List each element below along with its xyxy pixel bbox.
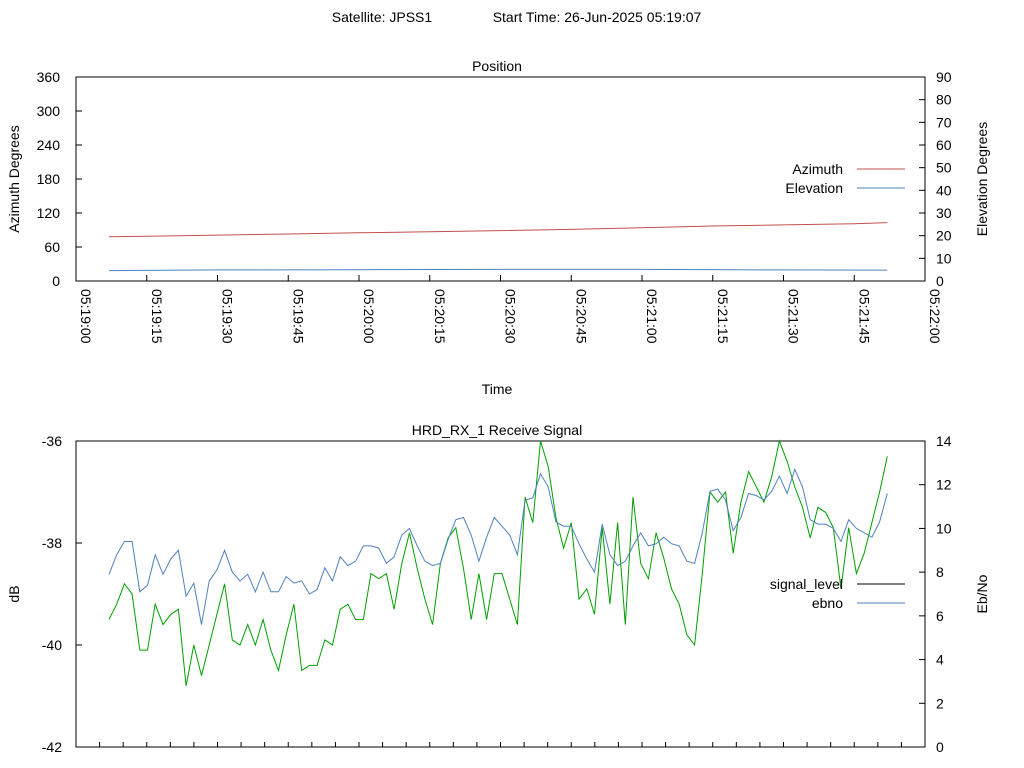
start-time-label: Start Time: 26-Jun-2025 05:19:07 bbox=[493, 9, 702, 25]
x-tick-label: 05:21:15 bbox=[715, 289, 731, 344]
y-tick-label-right: 10 bbox=[936, 250, 952, 266]
y-tick-label-right: 90 bbox=[936, 69, 952, 85]
y-tick-label-right: 4 bbox=[936, 652, 944, 668]
y-tick-label-right: 50 bbox=[936, 160, 952, 176]
y-tick-label-left: 0 bbox=[52, 273, 60, 289]
x-tick-label: 05:21:45 bbox=[856, 289, 872, 344]
y-tick-label-left: -42 bbox=[42, 739, 62, 755]
y-tick-label-right: 60 bbox=[936, 137, 952, 153]
x-tick-label: 05:20:15 bbox=[432, 289, 448, 344]
legend-label-elevation: Elevation bbox=[785, 180, 843, 196]
y-tick-label-right: 0 bbox=[936, 739, 944, 755]
y-tick-label-right: 12 bbox=[936, 477, 952, 493]
y-tick-label-right: 6 bbox=[936, 608, 944, 624]
y-tick-label-left: 60 bbox=[44, 239, 60, 255]
receive-signal-ticks: -36 -38 -40 -42 0 2 4 6 8 10 12 14 bbox=[42, 433, 952, 755]
x-tick-label: 05:20:30 bbox=[503, 289, 519, 344]
y-tick-label-right: 8 bbox=[936, 564, 944, 580]
x-tick-label: 05:19:00 bbox=[78, 289, 94, 344]
y-tick-label-right: 10 bbox=[936, 520, 952, 536]
receive-signal-chart: HRD_RX_1 Receive Signal -36 -38 -40 -42 0 2 4 6… bbox=[6, 422, 990, 755]
legend-label-signal-level: signal_level bbox=[770, 576, 843, 592]
y-tick-label-left: 180 bbox=[37, 171, 61, 187]
y-tick-label-left: 240 bbox=[37, 137, 61, 153]
y-tick-label-right: 40 bbox=[936, 182, 952, 198]
position-chart-title: Position bbox=[472, 58, 522, 74]
receive-signal-right-axis-label: Eb/No bbox=[974, 574, 990, 613]
x-tick-label: 05:20:45 bbox=[573, 289, 589, 344]
position-right-axis-label: Elevation Degrees bbox=[974, 122, 990, 236]
receive-signal-series bbox=[108, 439, 888, 686]
receive-signal-chart-title: HRD_RX_1 Receive Signal bbox=[412, 422, 582, 438]
x-tick-label: 05:22:00 bbox=[927, 289, 943, 344]
y-tick-label-right: 0 bbox=[936, 273, 944, 289]
series-line-signal-level bbox=[108, 439, 888, 686]
series-line-elevation bbox=[108, 268, 888, 272]
receive-signal-legend: signal_level ebno bbox=[770, 576, 905, 611]
position-left-axis-label: Azimuth Degrees bbox=[6, 125, 22, 232]
position-chart: Position 0 60 120 180 240 300 360 0 10 20 30 40 50 60… bbox=[6, 58, 990, 397]
y-tick-label-left: -40 bbox=[42, 637, 62, 653]
y-tick-label-left: 120 bbox=[37, 205, 61, 221]
x-tick-label: 05:19:30 bbox=[220, 289, 236, 344]
satellite-label: Satellite: JPSS1 bbox=[332, 9, 433, 25]
y-tick-label-right: 70 bbox=[936, 114, 952, 130]
x-tick-label: 05:21:30 bbox=[786, 289, 802, 344]
y-tick-label-left: -38 bbox=[42, 535, 62, 551]
y-tick-label-right: 80 bbox=[936, 92, 952, 108]
y-tick-label-right: 30 bbox=[936, 205, 952, 221]
series-line-ebno bbox=[108, 467, 888, 625]
position-plot-frame bbox=[75, 76, 926, 282]
y-tick-label-left: 360 bbox=[37, 69, 61, 85]
x-tick-label: 05:19:45 bbox=[290, 289, 306, 344]
y-tick-label-right: 2 bbox=[936, 695, 944, 711]
receive-signal-plot-frame bbox=[75, 440, 926, 748]
legend-label-azimuth: Azimuth bbox=[792, 161, 843, 177]
position-series bbox=[108, 222, 888, 272]
x-tick-label: 05:21:00 bbox=[644, 289, 660, 344]
y-tick-label-left: 300 bbox=[37, 103, 61, 119]
position-legend: Azimuth Elevation bbox=[785, 161, 905, 196]
y-tick-label-right: 14 bbox=[936, 433, 952, 449]
y-tick-label-right: 20 bbox=[936, 228, 952, 244]
x-tick-label: 05:19:15 bbox=[149, 289, 165, 344]
position-ticks: 0 60 120 180 240 300 360 0 10 20 30 40 50 60 70 80 90 05:… bbox=[37, 69, 952, 344]
x-tick-label: 05:20:00 bbox=[361, 289, 377, 344]
legend-label-ebno: ebno bbox=[812, 595, 843, 611]
receive-signal-left-axis-label: dB bbox=[6, 585, 22, 602]
y-tick-label-left: -36 bbox=[42, 433, 62, 449]
series-line-azimuth bbox=[108, 222, 888, 238]
position-x-axis-label: Time bbox=[482, 381, 513, 397]
